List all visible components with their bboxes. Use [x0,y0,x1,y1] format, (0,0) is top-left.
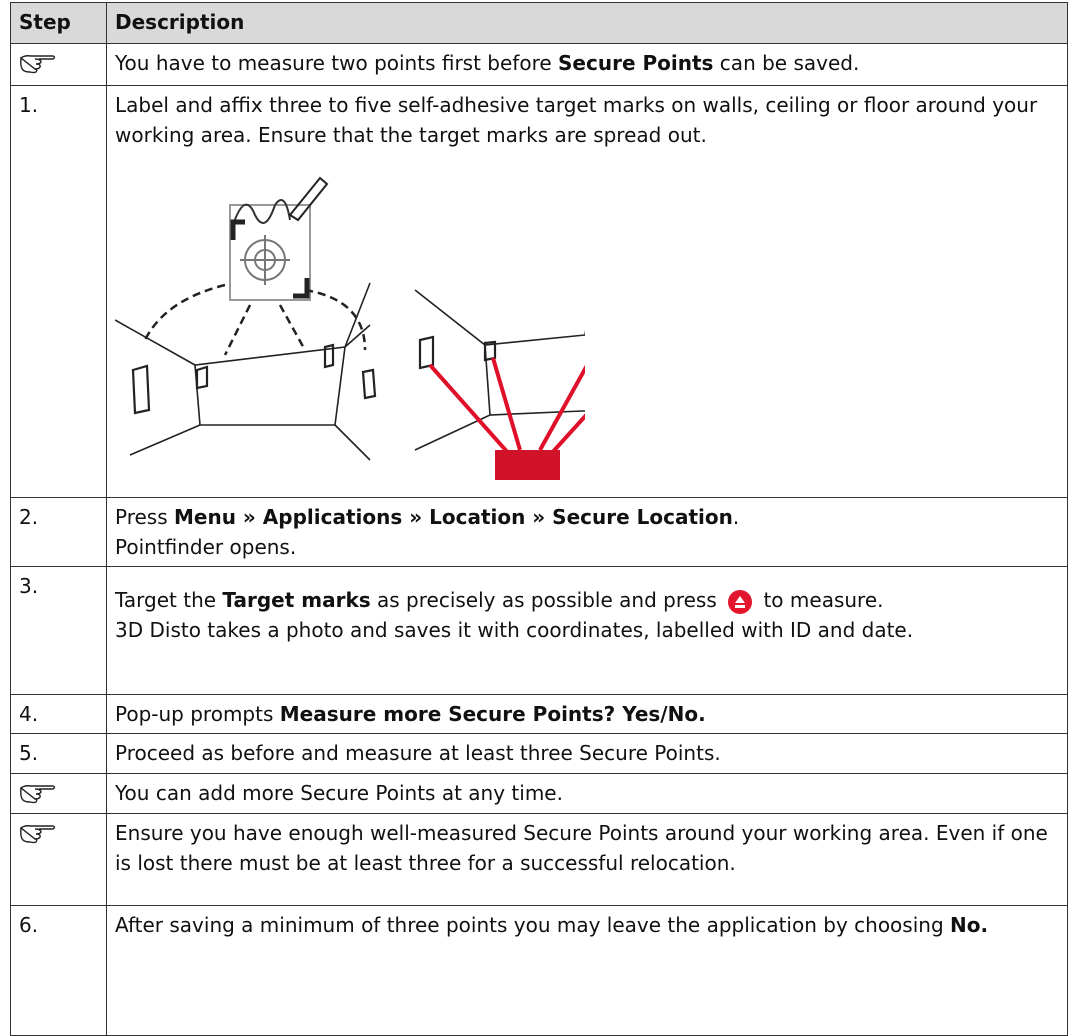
text: to measure. [757,588,884,612]
step-cell: 1. [10,85,107,498]
description-cell: You have to measure two points first bef… [106,43,1068,86]
row: 2. Press Menu » Applications » Location … [10,497,1068,567]
steps-table: Step Description You have to measure two… [10,2,1068,1036]
row: 4. Pop-up prompts Measure more Secure Po… [10,694,1068,734]
header-cell: Description [106,2,1068,44]
hand-icon [19,820,59,844]
text: . [732,505,740,529]
row: You can add more Secure Points at any ti… [10,773,1068,814]
hand-icon [19,780,59,804]
description-cell: You can add more Secure Points at any ti… [106,773,1068,814]
text: can be saved. [713,51,860,75]
bold-text: Target marks [222,588,371,612]
header-row: Step Description [10,2,1068,44]
description-cell: Target the Target marks as precisely as … [106,566,1068,695]
row: Ensure you have enough well-measured Sec… [10,813,1068,906]
bold-text: No. [950,913,989,937]
step-cell: 4. [10,694,107,734]
text: After saving a minimum of three points y… [115,913,950,937]
step-cell: 6. [10,905,107,1036]
illustration [115,176,585,480]
header-cell: Step [10,2,107,44]
row: You have to measure two points first bef… [10,43,1068,86]
row: 6. After saving a minimum of three point… [10,905,1068,1036]
step-cell: 3. [10,566,107,695]
text: as precisely as possible and press [370,588,724,612]
description-cell: Press Menu » Applications » Location » S… [106,497,1068,567]
dist-button-icon [728,589,753,614]
row: 1. Label and affix three to five self-ad… [10,85,1068,498]
step-cell [10,813,107,906]
text: Label and affix three to five self-adhes… [115,93,1038,147]
description-cell: Label and affix three to five self-adhes… [106,85,1068,498]
row: 3. Target the Target marks as precisely … [10,566,1068,695]
text: Press [115,505,174,529]
text: 3D Disto takes a photo and saves it with… [115,618,914,642]
row: 5. Proceed as before and measure at leas… [10,733,1068,774]
text: Proceed as before and measure at least t… [115,741,721,765]
bold-text: Secure Points [558,51,714,75]
text: You can add more Secure Points at any ti… [115,781,563,805]
description-cell: Ensure you have enough well-measured Sec… [106,813,1068,906]
text: Pointfinder opens. [115,535,297,559]
device [495,450,560,480]
text: Ensure you have enough well-measured Sec… [115,821,1048,875]
bold-text: Menu » Applications » Location » Secure … [174,505,733,529]
description-cell: Proceed as before and measure at least t… [106,733,1068,774]
bold-text: Measure more Secure Points? Yes/No. [279,702,706,726]
hand-icon [19,50,59,74]
description-cell: After saving a minimum of three points y… [106,905,1068,1036]
step-cell [10,43,107,86]
step-cell: 2. [10,497,107,567]
text: Pop-up prompts [115,702,280,726]
step-cell [10,773,107,814]
description-cell: Pop-up prompts Measure more Secure Point… [106,694,1068,734]
text: Target the [115,588,223,612]
text: You have to measure two points first bef… [115,51,559,75]
step-cell: 5. [10,733,107,774]
